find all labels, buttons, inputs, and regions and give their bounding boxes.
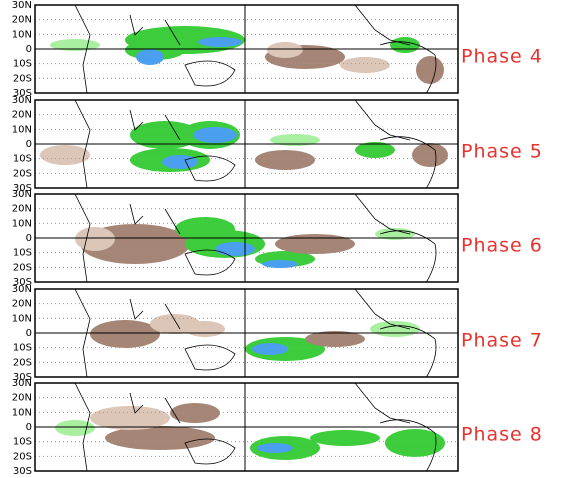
coastline	[74, 194, 437, 282]
panel-frame	[34, 4, 459, 94]
map-panel: 30N 20N 10N 0 10S 20S 30S Phase 5	[12, 95, 543, 194]
anomaly-region	[257, 443, 293, 453]
panel-frame	[34, 99, 459, 189]
panel-fill	[35, 194, 458, 282]
anomaly-region	[55, 420, 95, 436]
coastline	[74, 289, 437, 377]
anomaly-region	[412, 143, 448, 167]
lat-label: 10S	[13, 154, 32, 165]
coastline	[74, 383, 437, 471]
lat-label: 0	[26, 328, 32, 339]
lat-label: 20S	[13, 73, 32, 84]
lat-label: 30N	[12, 189, 32, 200]
lat-label: 0	[26, 44, 32, 55]
lat-label: 30S	[13, 277, 32, 288]
phase-label: Phase 4	[461, 46, 543, 68]
lat-label: 30S	[13, 372, 32, 383]
anomaly-region	[267, 42, 303, 58]
lat-label: 30N	[12, 284, 32, 295]
anomaly-region	[275, 234, 355, 254]
lat-label: 20S	[13, 357, 32, 368]
lat-label: 10S	[13, 437, 32, 448]
anomaly-region	[170, 403, 220, 423]
anomaly-region	[270, 134, 320, 146]
lat-label: 30N	[12, 95, 32, 106]
lat-label: 10N	[12, 218, 32, 229]
anomaly-region	[370, 321, 420, 337]
panel-fill	[35, 5, 458, 93]
panel-fill	[35, 383, 458, 471]
lat-label: 20N	[12, 393, 32, 404]
panel-fill	[35, 100, 458, 188]
anomaly-region	[215, 242, 255, 256]
anomaly-region	[193, 127, 237, 143]
lat-label: 10N	[12, 124, 32, 135]
lat-label: 0	[26, 422, 32, 433]
lat-label: 10N	[12, 313, 32, 324]
anomaly-region	[75, 227, 115, 251]
anomaly-region	[50, 39, 100, 51]
anomaly-region	[255, 150, 315, 170]
anomaly-region	[198, 37, 242, 47]
lat-label: 30N	[12, 378, 32, 389]
map-panel: 30N 20N 10N 0 10S 20S 30S Phase 8	[12, 378, 543, 477]
lat-label: 20N	[12, 110, 32, 121]
lat-label: 20N	[12, 204, 32, 215]
lat-label: 30S	[13, 183, 32, 194]
anomaly-region	[355, 142, 395, 158]
phase-label: Phase 5	[461, 141, 543, 163]
lat-label: 0	[26, 139, 32, 150]
phase-label: Phase 8	[461, 424, 543, 446]
phase-label: Phase 7	[461, 330, 543, 352]
anomaly-region	[252, 343, 288, 355]
anomaly-region	[40, 145, 90, 165]
panel-frame	[34, 382, 459, 472]
anomaly-region	[185, 321, 225, 337]
panel-frame	[34, 288, 459, 378]
coastline	[74, 5, 437, 93]
lat-label: 30S	[13, 88, 32, 99]
anomaly-region	[90, 320, 160, 348]
phase-label: Phase 6	[461, 235, 543, 257]
anomaly-region	[162, 155, 198, 169]
map-panel: 30N 20N 10N 0 10S 20S 30S Phase 4	[12, 0, 543, 99]
lat-label: 10S	[13, 343, 32, 354]
lat-label: 20N	[12, 299, 32, 310]
anomaly-region	[385, 429, 445, 457]
anomaly-region	[105, 426, 215, 450]
lat-label: 10N	[12, 407, 32, 418]
anomaly-region	[90, 406, 170, 430]
anomaly-region	[136, 49, 164, 65]
lat-label: 10N	[12, 29, 32, 40]
lat-label: 30S	[13, 466, 32, 474]
anomaly-region	[262, 260, 298, 268]
anomaly-region	[416, 56, 444, 84]
anomaly-region	[340, 57, 390, 73]
anomaly-region	[310, 430, 380, 446]
anomaly-region	[305, 331, 365, 347]
lat-label: 30N	[12, 0, 32, 11]
map-panel: 30N 20N 10N 0 10S 20S 30S Phase 7	[12, 284, 543, 383]
lat-label: 20S	[13, 262, 32, 273]
lat-label: 10S	[13, 59, 32, 70]
anomaly-region	[130, 121, 200, 149]
lat-label: 20S	[13, 451, 32, 462]
anomaly-region	[390, 37, 420, 53]
map-panel: 30N 20N 10N 0 10S 20S 30S Phase 6	[12, 189, 543, 288]
lat-label: 20N	[12, 15, 32, 26]
panel-fill	[35, 289, 458, 377]
lat-label: 0	[26, 233, 32, 244]
panel-frame	[34, 193, 459, 283]
coastline	[74, 100, 437, 188]
lat-label: 20S	[13, 168, 32, 179]
lat-label: 10S	[13, 248, 32, 259]
